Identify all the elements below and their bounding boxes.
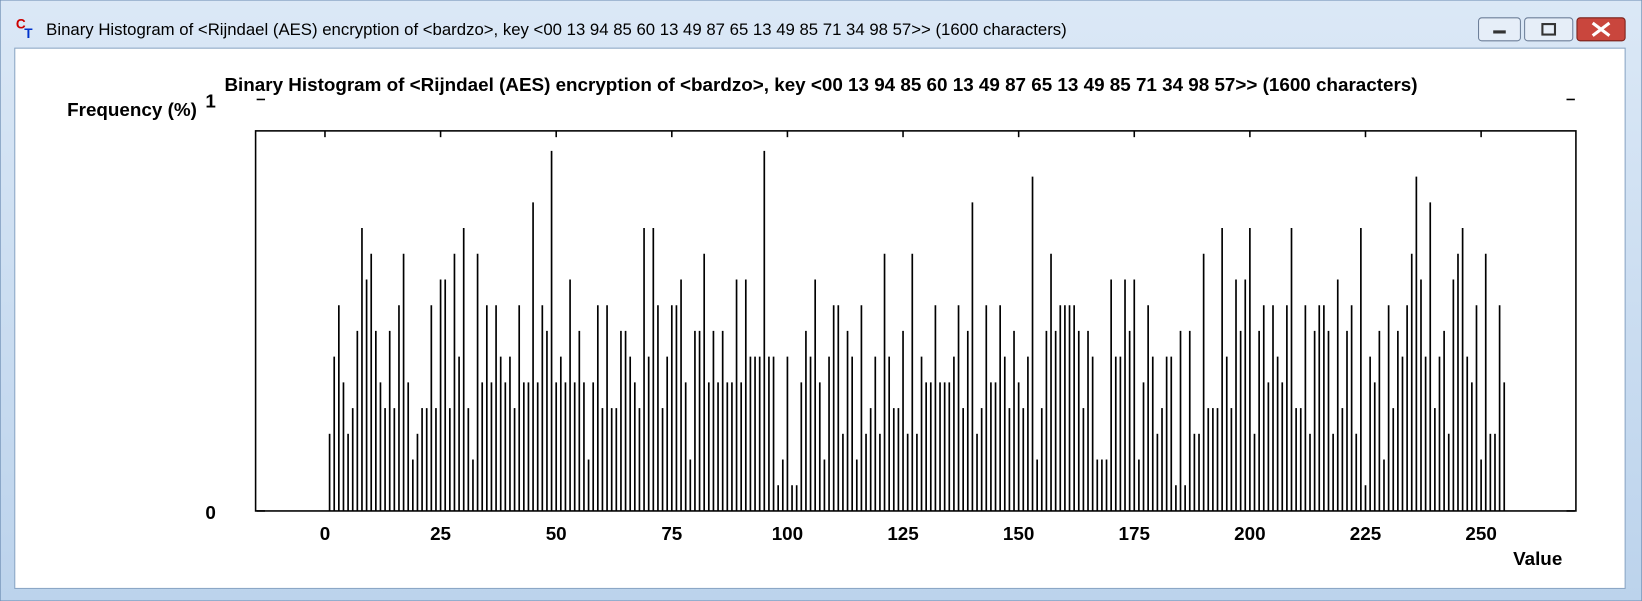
y-axis-label: Frequency (%) — [67, 99, 197, 120]
maximize-button[interactable] — [1524, 17, 1574, 42]
close-button[interactable] — [1576, 17, 1626, 42]
plot-frame — [254, 130, 1577, 512]
x-axis-label: Value — [1513, 548, 1562, 569]
window-title: Binary Histogram of <Rijndael (AES) encr… — [46, 20, 1067, 39]
svg-text:T: T — [24, 26, 33, 41]
y-tick-label: 0 — [205, 502, 215, 523]
x-tick-label: 225 — [1350, 523, 1381, 544]
x-tick-label: 25 — [430, 523, 451, 544]
x-tick-label: 0 — [320, 523, 330, 544]
x-tick-label: 150 — [1003, 523, 1034, 544]
x-tick-label: 125 — [887, 523, 918, 544]
x-tick-label: 100 — [772, 523, 803, 544]
x-tick-label: 75 — [661, 523, 682, 544]
x-tick-label: 250 — [1465, 523, 1496, 544]
x-tick-label: 200 — [1234, 523, 1265, 544]
y-tick-label: 1 — [205, 91, 215, 112]
x-tick-label: 50 — [546, 523, 567, 544]
svg-text:C: C — [16, 17, 26, 32]
minimize-button[interactable] — [1478, 17, 1521, 42]
chart-title: Binary Histogram of <Rijndael (AES) encr… — [224, 74, 1417, 95]
app-icon: C T — [16, 17, 33, 41]
x-tick-label: 175 — [1119, 523, 1150, 544]
